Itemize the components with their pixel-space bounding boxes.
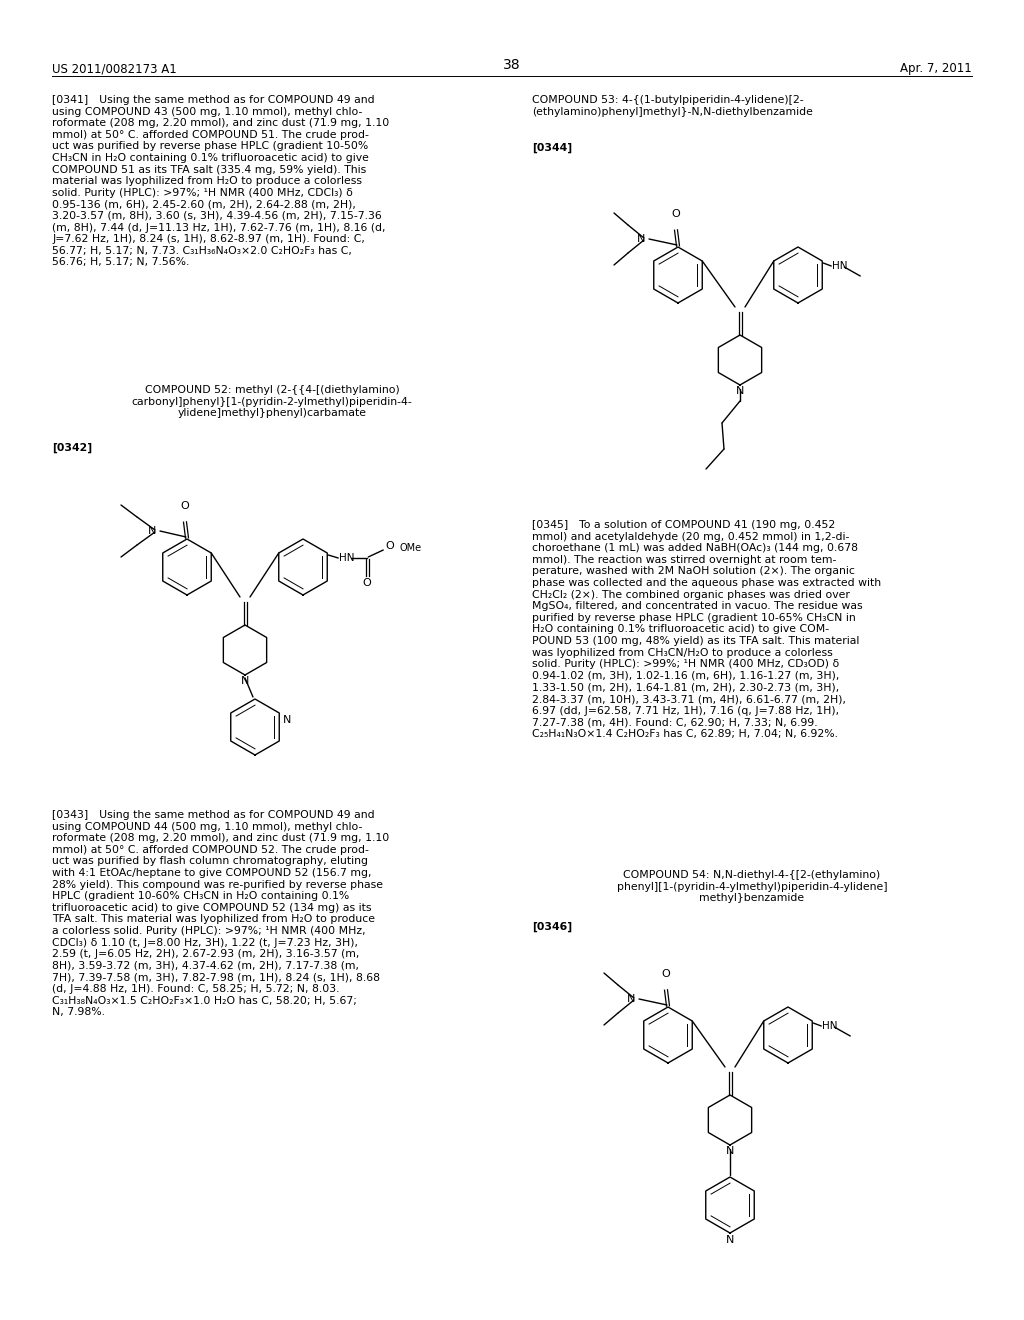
Text: N: N [726,1236,734,1245]
Text: HN: HN [833,261,848,271]
Text: 38: 38 [503,58,521,73]
Text: N: N [284,715,292,725]
Text: HN: HN [822,1020,838,1031]
Text: US 2011/0082173 A1: US 2011/0082173 A1 [52,62,177,75]
Text: N: N [627,994,635,1005]
Text: [0345] To a solution of COMPOUND 41 (190 mg, 0.452
mmol) and acetylaldehyde (20 : [0345] To a solution of COMPOUND 41 (190… [532,520,881,739]
Text: OMe: OMe [399,543,421,553]
Text: [0343] Using the same method as for COMPOUND 49 and
using COMPOUND 44 (500 mg, 1: [0343] Using the same method as for COMP… [52,810,389,1018]
Text: O: O [180,502,189,511]
Text: N: N [241,676,249,686]
Text: [0346]: [0346] [532,921,572,932]
Text: [0341] Using the same method as for COMPOUND 49 and
using COMPOUND 43 (500 mg, 1: [0341] Using the same method as for COMP… [52,95,389,268]
Text: COMPOUND 54: N,N-diethyl-4-{[2-(ethylamino)
phenyl][1-(pyridin-4-ylmethyl)piperi: COMPOUND 54: N,N-diethyl-4-{[2-(ethylami… [616,870,888,903]
Text: O: O [362,578,372,587]
Text: O: O [672,209,680,219]
Text: COMPOUND 52: methyl (2-{{4-[(diethylamino)
carbonyl]phenyl}[1-(pyridin-2-ylmethy: COMPOUND 52: methyl (2-{{4-[(diethylamin… [132,385,413,418]
Text: N: N [147,525,156,536]
Text: O: O [385,541,394,550]
Text: O: O [662,969,671,979]
Text: [0344]: [0344] [532,143,572,153]
Text: [0342]: [0342] [52,444,92,453]
Text: N: N [736,385,744,396]
Text: COMPOUND 53: 4-{(1-butylpiperidin-4-ylidene)[2-
(ethylamino)phenyl]methyl}-N,N-d: COMPOUND 53: 4-{(1-butylpiperidin-4-ylid… [532,95,813,116]
Text: N: N [637,234,645,244]
Text: HN: HN [339,553,354,564]
Text: N: N [726,1146,734,1156]
Text: Apr. 7, 2011: Apr. 7, 2011 [900,62,972,75]
